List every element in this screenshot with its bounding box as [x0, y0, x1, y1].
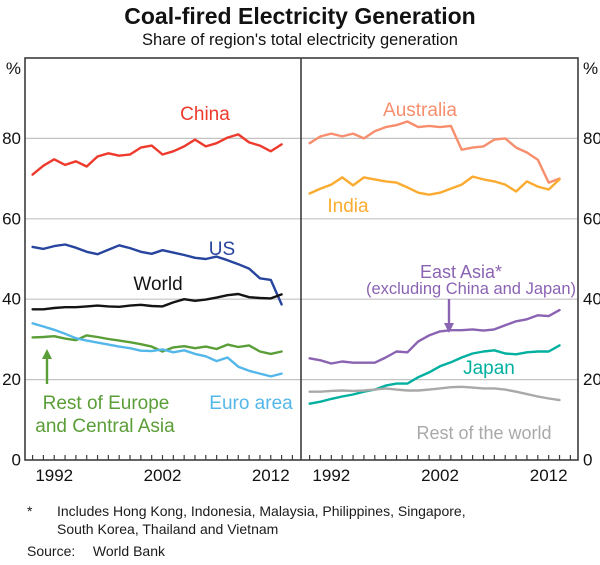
series-line-china	[31, 133, 283, 176]
y-axis-unit-right: %	[583, 59, 598, 78]
annotation-arrow-head-east-asia-excluding-china-and-japan	[444, 323, 454, 333]
source-label: Source:	[27, 543, 76, 559]
series-label-australia: Australia	[383, 100, 457, 121]
y-axis-label-left-80: 80	[2, 129, 21, 148]
y-axis-label-right-0: 0	[583, 451, 592, 470]
series-line-india	[308, 175, 561, 196]
series-line-rest-of-the-world	[308, 385, 561, 402]
y-axis-label-right-60: 60	[583, 209, 600, 228]
series-label-us: US	[209, 239, 235, 260]
series-label-euro-area: Euro area	[209, 393, 293, 414]
series-label-rest-of-europe-and-central-asia: Rest of Europe	[43, 393, 170, 414]
series-label-east-asia-excluding-china-and-japan: East Asia*	[420, 262, 502, 282]
y-axis-label-left-0: 0	[12, 451, 21, 470]
series-label-rest-of-the-world: Rest of the world	[416, 423, 551, 443]
y-axis-unit-left: %	[6, 59, 21, 78]
x-year-label-left-panel-1992: 1992	[35, 466, 73, 485]
footnote-marker: *	[27, 503, 33, 519]
footnote-line-2: South Korea, Thailand and Vietnam	[57, 521, 279, 537]
y-axis-label-right-80: 80	[583, 129, 600, 148]
x-year-label-right-panel-2002: 2002	[421, 466, 459, 485]
source-row: Source: World Bank	[27, 543, 165, 559]
series-line-us	[31, 243, 283, 306]
chart-title: Coal-fired Electricity Generation	[124, 3, 476, 29]
series-line-east-asia-excluding-china-and-japan	[308, 308, 561, 365]
chart-canvas: % % 0 0 20 20 40 40 60 60 80 80 1992 2002 2012 1992 2002…	[2, 57, 600, 485]
series-line-euro-area	[31, 322, 283, 378]
series-label-rest-of-europe-and-central-asia-line2: and Central Asia	[35, 416, 175, 437]
footnote-line-1: Includes Hong Kong, Indonesia, Malaysia,…	[57, 503, 466, 519]
series-label-china: China	[180, 104, 230, 125]
chart-subtitle: Share of region's total electricity gene…	[142, 31, 458, 49]
y-axis-label-right-40: 40	[583, 290, 600, 309]
series-label-east-asia-excluding-china-and-japan-line2: (excluding China and Japan)	[366, 280, 576, 298]
x-year-label-right-panel-1992: 1992	[312, 466, 350, 485]
series-line-japan	[308, 344, 561, 405]
x-year-label-left-panel-2002: 2002	[144, 466, 182, 485]
series-line-world	[31, 292, 283, 311]
series-label-world: World	[133, 274, 182, 295]
y-axis-label-left-60: 60	[2, 209, 21, 228]
y-axis-label-right-20: 20	[583, 370, 600, 389]
x-year-label-right-panel-2012: 2012	[530, 466, 568, 485]
y-axis-label-left-40: 40	[2, 290, 21, 309]
x-year-label-left-panel-2012: 2012	[252, 466, 290, 485]
y-axis-label-left-20: 20	[2, 370, 21, 389]
series-line-australia	[308, 120, 561, 184]
source-value: World Bank	[92, 543, 165, 559]
series-label-japan: Japan	[463, 358, 515, 379]
annotation-arrow-head-rest-of-europe-and-central-asia	[42, 349, 52, 359]
series-label-india: India	[327, 196, 369, 217]
